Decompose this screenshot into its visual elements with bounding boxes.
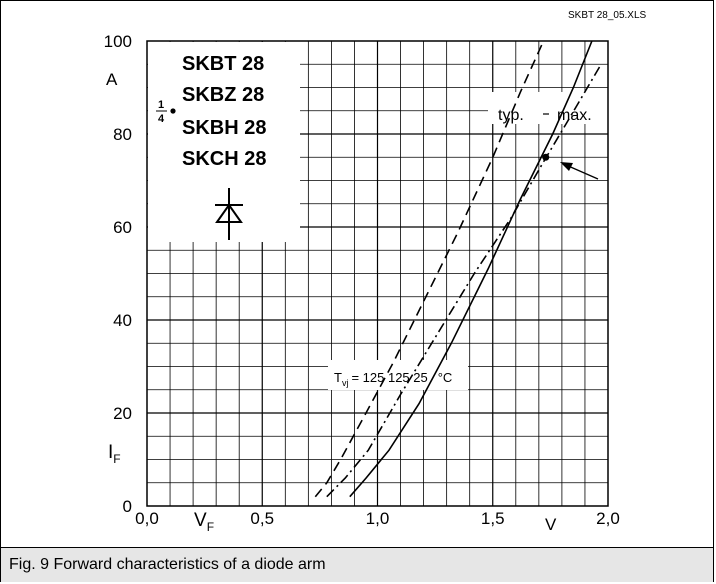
plot-border: [146, 40, 609, 507]
part-number-3: SKBH 28: [182, 117, 266, 139]
fraction-denominator: 4: [158, 113, 165, 125]
tick-labels: 0,0 0,5 1,0 1,5 2,0 0 20 40 60 80 100: [104, 32, 620, 528]
pointer-arrow-head: [560, 162, 573, 171]
series-line-2: [326, 63, 602, 498]
y-tick-label: 100: [104, 32, 132, 51]
pointer-arrow-line: [565, 164, 599, 180]
y-tick-label: 0: [123, 497, 132, 516]
diode-symbol-icon: [215, 188, 243, 240]
fraction-dot: [170, 108, 176, 114]
figure-caption: Fig. 9 Forward characteristics of a diod…: [9, 556, 326, 573]
series-line-3: [349, 40, 593, 498]
y-tick-label: 40: [113, 311, 132, 330]
series-layer: [314, 40, 602, 498]
x-axis-label: VF: [194, 510, 214, 534]
x-tick-label: 0,5: [250, 509, 274, 528]
part-number-2: SKBZ 28: [182, 84, 264, 106]
caption-bar: Fig. 9 Forward characteristics of a diod…: [1, 547, 713, 582]
x-tick-label: 1,0: [366, 509, 390, 528]
x-tick-label: 2,0: [596, 509, 620, 528]
label-backgrounds: [148, 42, 610, 390]
max-label: max.: [557, 107, 592, 124]
series-line-1: [314, 40, 545, 498]
tvj-label: Tvj = 125 125 25 °C: [334, 370, 452, 388]
y-tick-label: 20: [113, 404, 132, 423]
part-number-1: SKBT 28: [182, 53, 264, 75]
fraction-numerator: 1: [158, 99, 164, 111]
typ-marker-dot: [542, 153, 550, 161]
file-label: SKBT 28_05.XLS: [568, 10, 647, 21]
x-tick-label: 0,0: [135, 509, 159, 528]
y-tick-label: 80: [113, 125, 132, 144]
typ-label: typ.: [498, 107, 524, 124]
x-tick-label: 1,5: [481, 509, 505, 528]
y-axis-label: IF: [108, 442, 121, 466]
x-unit-label: V: [545, 515, 557, 534]
part-number-4: SKCH 28: [182, 148, 266, 170]
y-tick-label: 60: [113, 218, 132, 237]
y-unit-label: A: [106, 70, 118, 89]
